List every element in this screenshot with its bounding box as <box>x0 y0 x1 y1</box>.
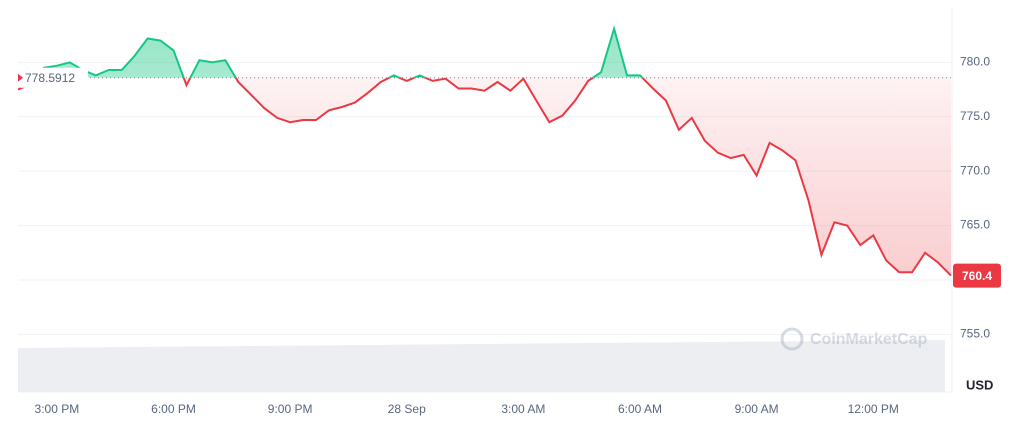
x-tick-label: 28 Sep <box>388 402 426 416</box>
volume-area <box>18 340 945 392</box>
y-tick-label: 765.0 <box>960 218 990 232</box>
price-line-above <box>34 25 644 78</box>
y-tick-label: 775.0 <box>960 109 990 123</box>
price-line-below <box>17 77 952 277</box>
x-tick-label: 6:00 AM <box>618 402 662 416</box>
baseline-label-box <box>18 67 88 88</box>
x-tick-label: 3:00 AM <box>501 402 545 416</box>
area-below <box>18 77 951 276</box>
price-tag-label: 760.4 <box>962 269 992 283</box>
baseline-arrow <box>18 73 23 82</box>
y-tick-label: 780.0 <box>960 55 990 69</box>
x-tick-label: 6:00 PM <box>151 402 196 416</box>
y-tick-label: 755.0 <box>960 327 990 341</box>
x-tick-label: 12:00 PM <box>848 402 899 416</box>
x-tick-label: 3:00 PM <box>35 402 80 416</box>
y-axis-label: USD <box>966 377 993 392</box>
y-tick-label: 770.0 <box>960 163 990 177</box>
plot: 778.5912 <box>17 25 952 277</box>
watermark-logo <box>780 327 804 351</box>
x-tick-label: 9:00 PM <box>268 402 313 416</box>
watermark: CoinMarketCap <box>780 327 928 351</box>
baseline-label: 778.5912 <box>25 71 75 85</box>
area-above <box>18 28 951 78</box>
x-tick-label: 9:00 AM <box>735 402 779 416</box>
price-tag <box>953 263 1001 288</box>
watermark-text: CoinMarketCap <box>810 331 928 348</box>
